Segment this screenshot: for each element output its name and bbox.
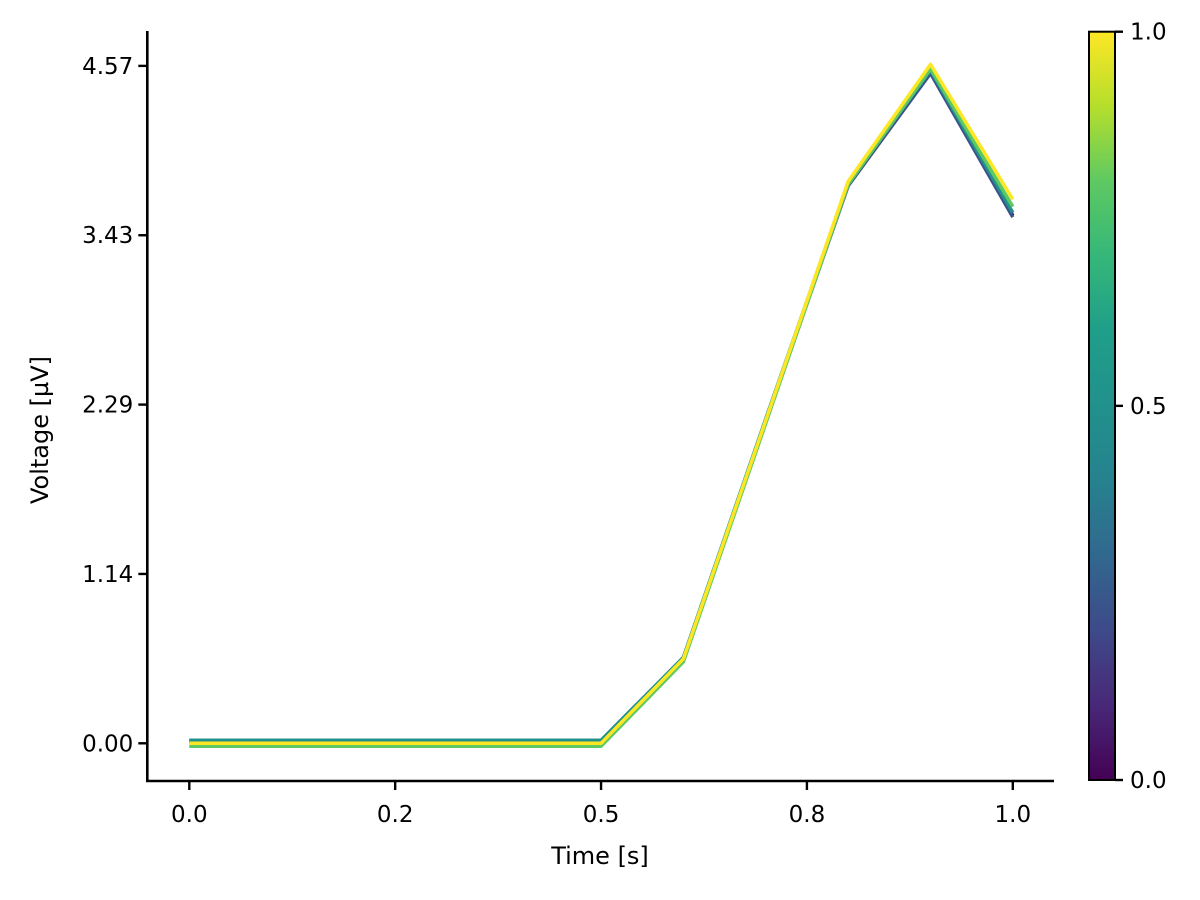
y-axis-label: Voltage [µV]: [26, 356, 54, 504]
series-line-c1.00: [189, 62, 1015, 746]
y-tick-label: 4.57: [82, 54, 133, 80]
colorbar-tick-label: 0.0: [1130, 768, 1167, 794]
x-tick-label: 0.0: [171, 802, 208, 828]
colorbar-tick-label: 0.5: [1130, 394, 1167, 420]
series-line-c0.50: [189, 68, 1015, 743]
series-layer: [189, 62, 1015, 749]
y-tick-label: 1.14: [82, 562, 133, 588]
x-axis-label: Time [s]: [550, 842, 649, 870]
x-tick-label: 0.5: [583, 802, 620, 828]
series-line-c0.25: [189, 71, 1015, 744]
y-tick-label: 3.43: [82, 223, 133, 249]
x-tick-label: 1.0: [995, 802, 1032, 828]
colorbar-layer: 1.0 0.5 0.0: [1088, 20, 1167, 794]
x-tick-label: 0.8: [789, 802, 826, 828]
series-line-c0.75: [189, 67, 1015, 749]
x-tick-label: 0.2: [377, 802, 414, 828]
y-tick-label: 0.00: [82, 731, 133, 757]
y-tick-label: 2.29: [82, 393, 133, 419]
axes-layer: 0.00 1.14 2.29 3.43 4.57 0.0 0.2 0.5 0.8 1.0: [82, 31, 1054, 828]
series-line-c0.00: [189, 70, 1015, 743]
colorbar-tick-label: 1.0: [1130, 20, 1167, 46]
colorbar: [1088, 30, 1116, 781]
